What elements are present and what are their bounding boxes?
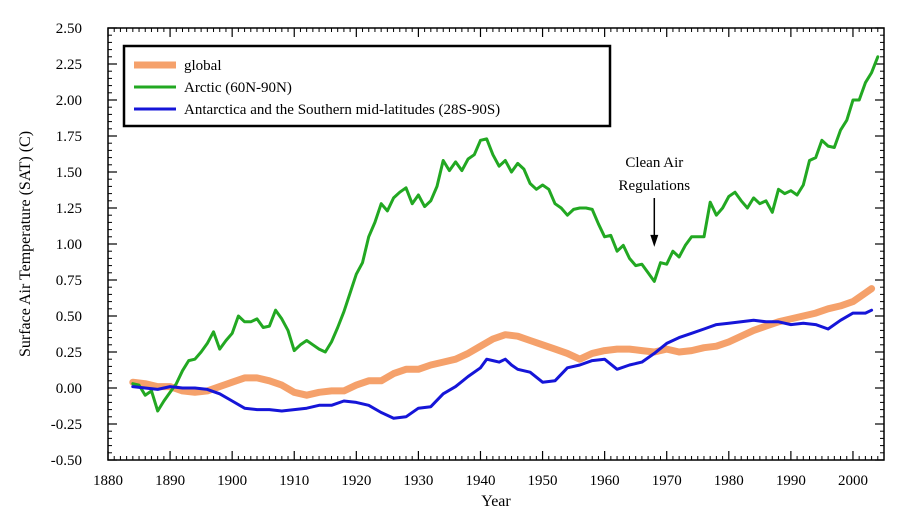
annotation-layer: Clean Air Regulations	[618, 155, 690, 247]
y-axis-title: Surface Air Temperature (SAT) (C)	[17, 131, 34, 357]
y-tick-label: 0.75	[56, 273, 82, 289]
y-tick-label: 0.00	[56, 381, 82, 397]
legend: global Arctic (60N-90N) Antarctica and the…	[122, 44, 612, 128]
x-tick-label: 1880	[93, 473, 123, 489]
annotation-arrowhead	[650, 234, 659, 247]
y-tick-label: 1.50	[56, 165, 82, 181]
x-tick-label: 1950	[528, 473, 558, 489]
x-tick-label: 2000	[838, 473, 868, 489]
y-tick-label: 2.00	[56, 93, 82, 109]
x-tick-label: 1940	[465, 473, 495, 489]
series-line-3	[131, 308, 874, 420]
legend-label: global	[184, 58, 222, 74]
x-tick-label: 1930	[403, 473, 433, 489]
series-line-1	[129, 285, 876, 399]
y-tick-label: -0.25	[51, 417, 82, 433]
x-tick-label: 1890	[155, 473, 185, 489]
x-tick-label: 1900	[217, 473, 247, 489]
y-tick-label: 0.25	[56, 345, 82, 361]
series-line-2	[131, 55, 880, 413]
axes: 1880 1890 1900 1910 1920 1930 1940 1950 1960 1970…	[17, 21, 885, 510]
y-tick-label: 2.25	[56, 57, 82, 73]
y-tick-label: 1.75	[56, 129, 82, 145]
legend-label: Arctic (60N-90N)	[184, 80, 292, 96]
annotation-label: Regulations	[618, 178, 690, 194]
x-tick-label: 1980	[714, 473, 744, 489]
x-tick-label: 1970	[652, 473, 682, 489]
y-tick-label: 1.00	[56, 237, 82, 253]
legend-box	[122, 44, 612, 128]
x-tick-label: 1960	[590, 473, 620, 489]
x-axis-title: Year	[481, 493, 511, 510]
y-tick-label: -0.50	[51, 453, 82, 469]
y-tick-label: 2.50	[56, 21, 82, 37]
annotation-label: Clean Air	[625, 155, 683, 171]
x-tick-label: 1990	[776, 473, 806, 489]
y-tick-label: 0.50	[56, 309, 82, 325]
x-tick-label: 1910	[279, 473, 309, 489]
legend-label: Antarctica and the Southern mid-latitude…	[184, 102, 500, 118]
y-tick-label: 1.25	[56, 201, 82, 217]
x-tick-label: 1920	[341, 473, 371, 489]
series-layer	[129, 55, 880, 420]
